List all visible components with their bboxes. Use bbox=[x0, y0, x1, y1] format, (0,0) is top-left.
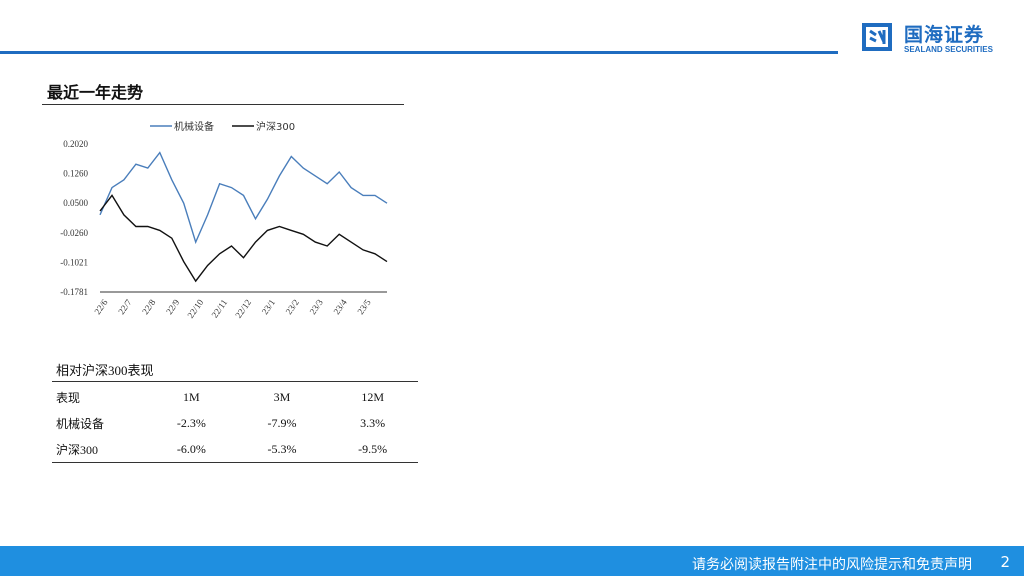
x-tick-label: 22/8 bbox=[140, 297, 158, 316]
legend-label: 机械设备 bbox=[174, 120, 214, 133]
x-tick-label: 22/7 bbox=[116, 297, 134, 316]
y-tick-label: -0.1021 bbox=[60, 257, 88, 267]
header-cell: 表现 bbox=[56, 390, 81, 405]
x-tick-label: 23/1 bbox=[260, 297, 277, 316]
x-tick-label: 23/3 bbox=[308, 297, 326, 316]
section-title-rule bbox=[42, 104, 404, 105]
footer-bar bbox=[0, 546, 1024, 576]
company-name-en: SEALAND SECURITIES bbox=[904, 45, 993, 54]
trend-line-chart: 0.2020 0.1260 0.0500 -0.0260 -0.1021 -0.1781 2… bbox=[60, 120, 388, 320]
table-cell: -5.3% bbox=[267, 441, 297, 456]
table-bottom-rule bbox=[52, 462, 418, 463]
header-cell: 1M bbox=[182, 389, 200, 404]
table-cell: -9.5% bbox=[358, 441, 388, 456]
sealand-logo-icon bbox=[862, 23, 892, 51]
table-top-rule bbox=[52, 381, 418, 382]
performance-table: 表现 1M 3M 12M 机械设备 -2.3% -7.9% 3.3% 沪深300… bbox=[52, 384, 418, 462]
x-tick-label: 23/4 bbox=[331, 297, 349, 316]
x-tick-label: 23/2 bbox=[284, 297, 301, 316]
header-cell: 12M bbox=[361, 389, 384, 404]
company-name-cn: 国海证券 bbox=[904, 24, 985, 46]
table-cell: 机械设备 bbox=[56, 416, 105, 431]
table-row: 沪深300 -6.0% -5.3% -9.5% bbox=[52, 436, 418, 462]
y-tick-label: 0.1260 bbox=[63, 169, 88, 179]
x-tick-label: 22/11 bbox=[209, 297, 229, 319]
table-cell: 沪深300 bbox=[56, 442, 99, 457]
disclaimer-text: 请务必阅读报告附注中的风险提示和免责声明 bbox=[692, 557, 972, 573]
table-cell: -6.0% bbox=[176, 441, 206, 456]
table-header-row: 表现 1M 3M 12M bbox=[52, 384, 418, 410]
legend-label: 沪深300 bbox=[256, 120, 295, 133]
y-tick-label: -0.1781 bbox=[60, 287, 88, 297]
y-tick-label: -0.0260 bbox=[60, 228, 88, 238]
table-cell: -7.9% bbox=[267, 415, 297, 430]
company-logo: 国海证券 SEALAND SECURITIES bbox=[860, 18, 1010, 58]
x-tick-label: 23/5 bbox=[355, 297, 373, 316]
y-tick-label: 0.2020 bbox=[63, 139, 88, 149]
x-tick-label: 22/9 bbox=[164, 297, 182, 316]
table-title: 相对沪深300表现 bbox=[56, 363, 154, 378]
x-tick-label: 22/12 bbox=[233, 297, 253, 320]
table-row: 机械设备 -2.3% -7.9% 3.3% bbox=[52, 410, 418, 436]
series-line-2 bbox=[99, 194, 388, 283]
page-number: 2 bbox=[1000, 553, 1010, 571]
header-cell: 3M bbox=[273, 389, 291, 404]
x-tick-label: 22/10 bbox=[185, 297, 205, 320]
table-cell: 3.3% bbox=[360, 415, 386, 430]
y-tick-label: 0.0500 bbox=[63, 198, 88, 208]
header-rule bbox=[0, 51, 838, 54]
section-title: 最近一年走势 bbox=[47, 83, 144, 102]
table-cell: -2.3% bbox=[176, 415, 206, 430]
series-line-1 bbox=[99, 151, 388, 245]
x-tick-label: 22/6 bbox=[92, 297, 110, 316]
